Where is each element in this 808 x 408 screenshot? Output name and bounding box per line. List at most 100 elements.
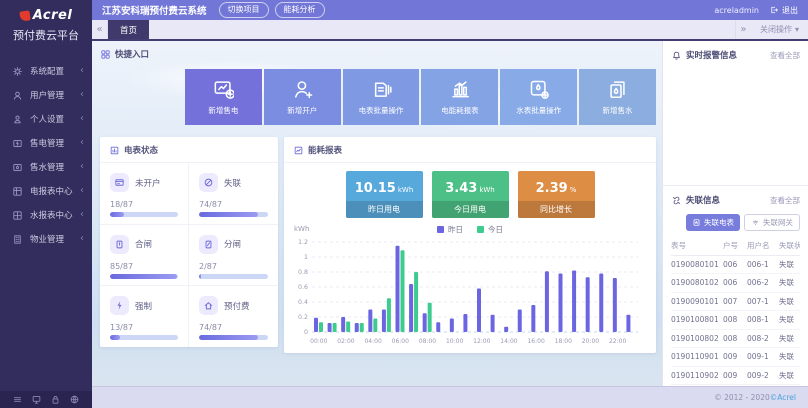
sidebar-item-1[interactable]: 系统配置 ‹ xyxy=(0,59,92,83)
quick-entry-title: 快捷入口 xyxy=(115,50,150,60)
status-value: 13/87 xyxy=(110,323,134,333)
monitor-icon[interactable] xyxy=(31,394,42,405)
alarm-view-all-link[interactable]: 查看全部 xyxy=(770,50,800,60)
sidebar-item-4[interactable]: 售电管理 ‹ xyxy=(0,131,92,155)
offline-table-row: 0190090101 007 007-1 失联 xyxy=(671,293,800,311)
quick-button-label: 新增售水 xyxy=(602,106,633,115)
offline-table-cell: 009 xyxy=(723,370,738,380)
quick-button-3[interactable]: 电表批量操作 xyxy=(342,69,420,125)
water-meter-batch-icon xyxy=(528,78,550,99)
svg-text:00:00: 00:00 xyxy=(310,338,327,345)
svg-text:14:00: 14:00 xyxy=(500,338,517,345)
alarm-panel-title: 实时报警信息 xyxy=(686,51,738,61)
sidebar-item-label: 用户管理 xyxy=(30,91,65,101)
quick-button-label: 新增售电 xyxy=(208,106,239,115)
kpi-card-1: 10.15 kWh 昨日用电 xyxy=(345,171,423,218)
svg-text:20:00: 20:00 xyxy=(582,338,599,345)
lock-icon[interactable] xyxy=(50,394,61,405)
status-value: 2/87 xyxy=(199,261,217,271)
meter-status-card-6: 预付费 74/87 xyxy=(189,286,278,347)
svg-text:0.8: 0.8 xyxy=(298,269,308,276)
tabs-scroll-left[interactable]: « xyxy=(92,20,108,39)
svg-text:06:00: 06:00 xyxy=(392,338,409,345)
sidebar-item-8[interactable]: 物业管理 ‹ xyxy=(0,227,92,251)
quick-entry-buttons: 新增售电 新增开户 电表批量操作 电能耗报表 水表批量操作 新增售水 xyxy=(185,69,656,125)
offline-table-cell: 失联 xyxy=(779,278,794,288)
acrel-logo-icon xyxy=(19,9,31,22)
quick-button-5[interactable]: 水表批量操作 xyxy=(500,69,578,125)
grid-icon xyxy=(100,49,111,60)
topbar-action-1[interactable]: 切换项目 xyxy=(218,2,269,18)
offline-table-cell: 失联 xyxy=(779,259,794,269)
username[interactable]: acreladmin xyxy=(714,5,759,15)
status-progress-fill xyxy=(199,273,202,279)
quick-button-6[interactable]: 新增售水 xyxy=(579,69,656,125)
offline-table-cell: 008-1 xyxy=(747,315,769,325)
offline-table-row: 0190080102 006 006-2 失联 xyxy=(671,274,800,293)
kpi-unit: kWh xyxy=(479,186,495,194)
offline-tab-2[interactable]: 失联网关 xyxy=(744,214,800,231)
no-account-icon xyxy=(110,173,129,192)
offline-tab-1[interactable]: 失联电表 xyxy=(686,214,740,231)
quick-button-label: 电表批量操作 xyxy=(358,106,404,115)
chevron-collapse-icon: ‹ xyxy=(80,113,84,124)
legend-swatch xyxy=(437,226,444,233)
logout-icon xyxy=(769,5,779,15)
close-operations-dropdown[interactable]: 关闭操作 ▾ xyxy=(751,20,808,39)
offline-table-header-cell: 表号 xyxy=(671,241,686,251)
svg-text:08:00: 08:00 xyxy=(419,338,436,345)
offline-table: 表号户号用户名失联状态 0190080101006006-1失联01900801… xyxy=(663,237,808,385)
chevron-collapse-icon: ‹ xyxy=(80,161,84,172)
offline-table-body: 0190080101 006 006-1 失联 0190080102 006 006-2 失联… xyxy=(671,256,800,385)
tabs-scroll-right[interactable]: » xyxy=(734,20,751,39)
svg-text:1.2: 1.2 xyxy=(298,239,308,246)
topbar-action-2[interactable]: 能耗分析 xyxy=(274,2,325,18)
energy-report-icon xyxy=(449,78,470,99)
sidebar-item-label: 物业管理 xyxy=(30,235,65,245)
logo-text: Acrel xyxy=(32,8,73,23)
offline-table-cell: 0190080102 xyxy=(671,278,719,288)
offline-table-row: 0190110902 009 009-2 失联 xyxy=(671,367,800,385)
sidebar-item-3[interactable]: 个人设置 ‹ xyxy=(0,107,92,131)
sidebar-item-2[interactable]: 用户管理 ‹ xyxy=(0,83,92,107)
logout-button[interactable]: 退出 xyxy=(769,5,798,16)
offline-panel-header: 失联信息 查看全部 xyxy=(663,186,808,212)
meter-status-card-3: 合闸 85/87 xyxy=(100,224,189,287)
offline-table-row: 0190100802 008 008-2 失联 xyxy=(671,330,800,348)
globe-icon[interactable] xyxy=(69,394,80,405)
quick-button-label: 电能耗报表 xyxy=(441,106,479,115)
offline-view-all-link[interactable]: 查看全部 xyxy=(770,195,800,205)
offline-table-cell: 007 xyxy=(723,296,738,306)
copyright-brand: ©Acrel xyxy=(769,393,796,402)
meter-status-card-4: 分闸 2/87 xyxy=(189,225,278,287)
offline-table-cell: 006-2 xyxy=(747,278,769,288)
chevron-collapse-icon: ‹ xyxy=(80,233,84,244)
menu-icon[interactable] xyxy=(12,394,23,405)
offline-tabs: 失联电表 失联网关 xyxy=(663,212,808,237)
quick-button-4[interactable]: 电能耗报表 xyxy=(421,69,499,125)
electric-report-icon xyxy=(11,186,24,197)
platform-subtitle: 预付费云平台 xyxy=(13,29,79,42)
bell-icon xyxy=(671,50,682,61)
status-label: 合闸 xyxy=(135,240,153,251)
tab-home[interactable]: 首页 xyxy=(108,20,150,39)
svg-text:10:00: 10:00 xyxy=(446,338,463,345)
water-card-icon xyxy=(11,162,24,173)
kpi-value: 10.15 xyxy=(354,181,396,196)
sidebar-item-6[interactable]: 电报表中心 ‹ xyxy=(0,179,92,203)
meter-status-card-1: 未开户 18/87 xyxy=(100,163,189,225)
svg-text:0.6: 0.6 xyxy=(298,284,308,291)
kpi-card-3: 2.39% 同比增长 xyxy=(517,171,595,218)
quick-button-1[interactable]: 新增售电 xyxy=(185,69,262,125)
svg-text:0.2: 0.2 xyxy=(298,314,308,321)
quick-button-2[interactable]: 新增开户 xyxy=(263,69,341,125)
add-account-icon xyxy=(292,78,313,99)
water-report-icon xyxy=(11,210,24,221)
kpi-value: 2.39 xyxy=(535,181,568,196)
offline-table-cell: 006 xyxy=(723,278,738,288)
offline-table-cell: 0190100801 xyxy=(671,315,719,325)
status-progress-fill xyxy=(199,335,258,341)
sidebar-item-7[interactable]: 水报表中心 ‹ xyxy=(0,203,92,227)
chart-unit-label: kWh xyxy=(294,225,310,233)
sidebar-item-5[interactable]: 售水管理 ‹ xyxy=(0,155,92,179)
